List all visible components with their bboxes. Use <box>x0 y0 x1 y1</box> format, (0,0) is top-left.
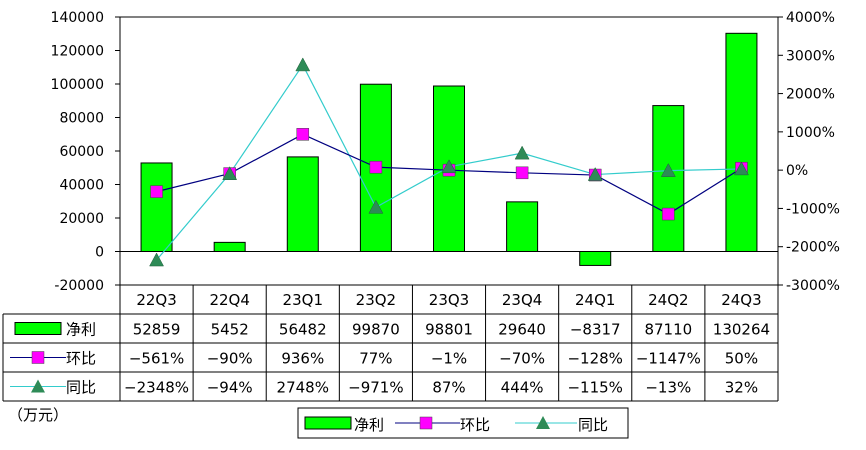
table-value: −13% <box>645 379 691 397</box>
right-axis-tick-label: 3000% <box>786 48 835 64</box>
legend: 净利 环比 同比 <box>297 407 629 439</box>
table-value: 2748% <box>277 379 329 397</box>
qoq-point <box>662 207 675 221</box>
table-value: −1% <box>431 350 467 368</box>
yoy-point <box>734 161 749 176</box>
left-axis-tick-label: -20000 <box>54 278 104 294</box>
table-value: −94% <box>207 379 253 397</box>
left-axis-tick-label: 120000 <box>51 44 104 60</box>
table-key-net-profit <box>14 322 62 335</box>
table-value: 130264 <box>713 321 770 339</box>
bar <box>725 32 758 252</box>
table-value: 98801 <box>425 321 473 339</box>
category-label: 23Q3 <box>429 291 469 309</box>
right-axis-tick-label: -3000% <box>786 278 840 294</box>
table-value: 99870 <box>352 321 400 339</box>
category-label: 23Q1 <box>283 291 323 309</box>
right-axis-tick-label: -1000% <box>786 201 840 217</box>
category-label: 24Q2 <box>648 291 688 309</box>
category-label: 24Q3 <box>721 291 761 309</box>
qoq-point <box>515 166 529 180</box>
table-value: 52859 <box>133 321 181 339</box>
category-label: 24Q1 <box>575 291 615 309</box>
right-axis-tick-label: -2000% <box>786 240 840 256</box>
left-axis-tick-label: 60000 <box>59 144 104 160</box>
table-value: 77% <box>359 350 392 368</box>
legend-label-yoy: 同比 <box>578 416 608 434</box>
table-value: 29640 <box>498 321 546 339</box>
right-axis-tick-label: 4000% <box>786 10 835 26</box>
bar <box>652 105 685 253</box>
yoy-point <box>587 167 603 181</box>
table-value: −90% <box>207 350 253 368</box>
table-value: 5452 <box>211 321 249 339</box>
legend-label-qoq: 环比 <box>460 416 490 434</box>
table-value: −971% <box>348 379 403 397</box>
yoy-point <box>441 159 457 174</box>
unit-label: （万元） <box>8 406 69 424</box>
table-value: −1147% <box>636 350 701 368</box>
bar <box>140 162 173 253</box>
table-value: −128% <box>567 350 622 368</box>
series-name: 净利 <box>66 321 96 339</box>
bar <box>213 241 246 253</box>
legend-key-qoq-marker <box>419 416 433 430</box>
qoq-point <box>296 128 310 141</box>
table-value: 444% <box>501 379 544 397</box>
bar <box>286 156 319 253</box>
yoy-point <box>368 199 384 214</box>
bar <box>506 201 539 252</box>
table-value: 32% <box>725 379 758 397</box>
left-axis-tick-label: 40000 <box>59 178 104 194</box>
yoy-point <box>149 252 164 267</box>
qoq-point <box>369 160 383 174</box>
legend-key-net-profit <box>304 416 352 430</box>
legend-label-net-profit: 净利 <box>354 416 384 434</box>
table-value: 936% <box>281 350 324 368</box>
right-axis-tick-label: 1000% <box>786 125 835 141</box>
right-axis-tick-label: 2000% <box>786 87 835 103</box>
qoq-point <box>150 185 163 198</box>
table-value: 50% <box>725 350 758 368</box>
category-label: 22Q3 <box>136 291 176 309</box>
yoy-point <box>295 57 311 72</box>
series-name: 同比 <box>66 379 96 397</box>
series-name: 环比 <box>66 350 96 368</box>
left-axis-tick-label: 80000 <box>59 111 104 127</box>
yoy-point <box>222 166 238 180</box>
table-key-yoy-marker <box>31 379 45 393</box>
left-axis-tick-label: 100000 <box>51 77 104 93</box>
bar <box>579 251 612 266</box>
table-value: 87110 <box>644 321 692 339</box>
table-value: −561% <box>129 350 184 368</box>
table-value: 87% <box>432 379 465 397</box>
left-axis-tick-label: 0 <box>95 245 104 261</box>
table-value: 56482 <box>279 321 327 339</box>
left-axis-tick-label: 140000 <box>51 10 104 26</box>
category-label: 23Q4 <box>502 291 542 309</box>
right-axis-tick-label: 0% <box>786 163 808 179</box>
left-axis-tick-label: 20000 <box>59 211 104 227</box>
table-key-qoq-marker <box>31 351 45 364</box>
yoy-point <box>660 163 676 177</box>
table-value: −70% <box>499 350 545 368</box>
category-label: 23Q2 <box>356 291 396 309</box>
table-value: −2348% <box>124 379 189 397</box>
legend-key-yoy-marker <box>536 416 550 429</box>
table-value: −8317 <box>570 321 621 339</box>
yoy-point <box>514 145 530 160</box>
table-value: −115% <box>567 379 622 397</box>
category-label: 22Q4 <box>209 291 249 309</box>
